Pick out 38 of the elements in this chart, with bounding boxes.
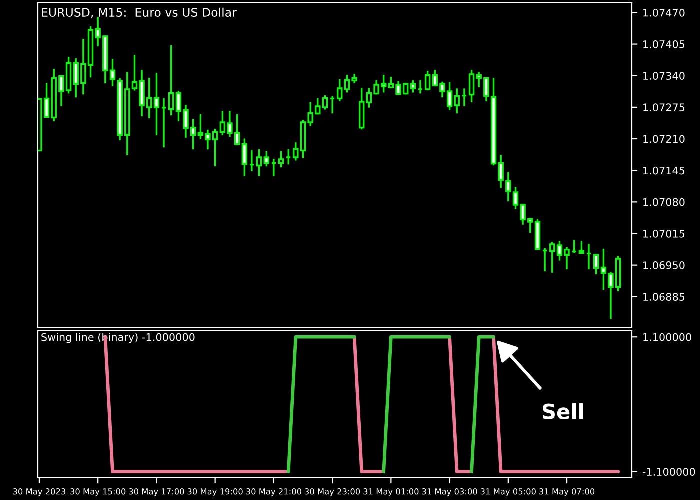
y-tick-label: 1.07275 — [644, 104, 685, 112]
candlestick — [256, 149, 262, 176]
candlestick — [593, 254, 600, 274]
x-tick-label: 30 May 23:00 — [305, 488, 360, 496]
candlestick — [410, 80, 416, 93]
candlestick — [168, 45, 174, 116]
y-tick-label: 1.07015 — [644, 230, 685, 238]
x-tick-label: 31 May 01:00 — [364, 488, 419, 496]
annotation: Sell — [542, 403, 584, 420]
candlestick — [424, 71, 431, 90]
candlestick — [278, 151, 284, 168]
candlestick — [550, 242, 556, 273]
candlestick — [454, 88, 460, 114]
x-tick-label: 30 May 2023 — [13, 488, 66, 496]
candlestick — [578, 241, 585, 254]
candlestick — [264, 151, 270, 167]
y-tick-label: 1.07080 — [644, 198, 685, 206]
x-tick-label: 31 May 07:00 — [540, 488, 595, 496]
y-tick-label: 1.06950 — [644, 262, 685, 270]
x-tick-label: 31 May 05:00 — [480, 488, 536, 496]
y-tick-label: 1.07405 — [644, 40, 685, 48]
candlestick — [242, 138, 248, 176]
candlestick — [337, 79, 343, 102]
x-tick-label: 30 May 17:00 — [129, 488, 184, 496]
x-tick-label: 31 May 03:00 — [422, 488, 478, 496]
chart-title: EURUSD, M15: Euro vs US Dollar — [42, 8, 237, 18]
y-tick-label: 1.100000 — [644, 333, 692, 342]
y-tick-label: 1.07470 — [644, 8, 685, 17]
candlestick — [468, 70, 475, 102]
x-tick-label: 30 May 15:00 — [70, 488, 126, 496]
y-tick-label: -1.100000 — [642, 468, 696, 476]
y-tick-label: 1.06885 — [644, 293, 685, 302]
candlestick — [154, 73, 160, 136]
y-tick-label: 1.07340 — [644, 72, 685, 80]
y-tick-label: 1.07145 — [644, 166, 685, 175]
y-tick-label: 1.07210 — [644, 135, 685, 144]
x-tick-label: 30 May 19:00 — [188, 488, 243, 496]
x-tick-label: 30 May 21:00 — [246, 488, 302, 496]
